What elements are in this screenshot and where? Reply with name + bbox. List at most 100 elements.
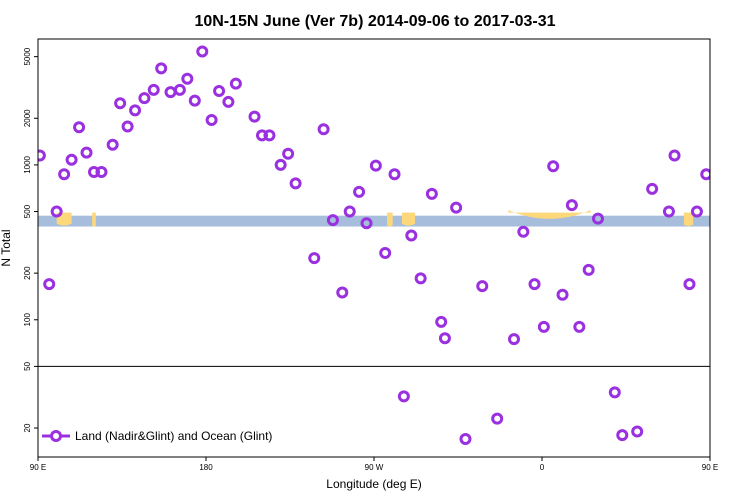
data-point [683, 278, 696, 291]
data-point [405, 229, 418, 242]
data-point [222, 95, 235, 108]
data-point [65, 153, 78, 166]
data-points [38, 45, 710, 445]
data-point [343, 205, 356, 218]
data-point [114, 97, 127, 110]
x-tick-label: 90 E [30, 463, 46, 472]
x-tick-label: 90 W [365, 463, 384, 472]
data-point [181, 72, 194, 85]
data-point [353, 185, 366, 198]
data-point [129, 104, 142, 117]
data-point [414, 272, 427, 285]
data-point [435, 315, 448, 328]
x-tick-label: 180 [199, 463, 213, 472]
data-point [425, 187, 438, 200]
y-tick-label: 20 [23, 423, 32, 432]
y-tick-label: 1000 [23, 155, 32, 173]
chart-title: 10N-15N June (Ver 7b) 2014-09-06 to 2017… [194, 13, 555, 30]
data-point [517, 225, 530, 238]
data-point [282, 147, 295, 160]
data-point [491, 412, 504, 425]
legend: Land (Nadir&Glint) and Ocean (Glint) [42, 429, 272, 443]
data-point [73, 121, 86, 134]
data-point [537, 320, 550, 333]
y-tick-label: 500 [23, 204, 32, 218]
data-point [668, 149, 681, 162]
y-axis: 20 50 100 200 500 1000 2000 5000 [23, 47, 38, 432]
data-point [700, 168, 710, 181]
data-point [43, 278, 56, 291]
data-point [80, 146, 93, 159]
data-point [616, 429, 629, 442]
data-point [58, 168, 71, 181]
land-patch [683, 212, 694, 227]
data-point [388, 168, 401, 181]
land-patch [92, 212, 96, 227]
y-tick-label: 2000 [23, 109, 32, 127]
data-point [121, 120, 134, 133]
data-point [147, 83, 160, 96]
data-point [476, 280, 489, 293]
data-point [95, 165, 108, 178]
data-point [608, 386, 621, 399]
land-patch [731, 213, 750, 225]
data-point [155, 62, 168, 75]
data-point [248, 110, 261, 123]
data-point [528, 278, 541, 291]
x-tick-label: 90 E [702, 463, 718, 472]
data-point [336, 286, 349, 299]
y-tick-label: 5000 [23, 47, 32, 65]
y-tick-label: 50 [23, 361, 32, 370]
land-patch [508, 210, 591, 219]
y-tick-label: 200 [23, 266, 32, 280]
data-point [369, 159, 382, 172]
data-point [229, 77, 242, 90]
data-point [450, 201, 463, 214]
x-axis: 90 E 180 90 W 0 90 E [30, 457, 718, 472]
data-point [289, 177, 302, 190]
data-point [508, 333, 520, 346]
data-point [173, 83, 186, 96]
data-point [138, 92, 151, 105]
data-point [326, 214, 339, 227]
data-point [256, 129, 268, 142]
data-point [631, 425, 644, 438]
data-point [88, 165, 100, 178]
land-patch [402, 212, 416, 226]
data-point [573, 320, 586, 333]
data-point [164, 86, 177, 99]
data-point [438, 332, 451, 345]
legend-label: Land (Nadir&Glint) and Ocean (Glint) [75, 429, 272, 443]
data-point [263, 129, 276, 142]
data-point [205, 113, 218, 126]
data-point [196, 45, 209, 58]
data-point [582, 263, 595, 276]
data-point [213, 85, 226, 98]
data-point [646, 182, 659, 195]
legend-marker-icon [50, 430, 62, 442]
data-point [317, 123, 330, 136]
x-tick-label: 0 [540, 463, 545, 472]
data-point [556, 288, 569, 301]
data-point [308, 252, 321, 265]
data-point [547, 160, 560, 173]
data-point [106, 138, 119, 151]
data-point [592, 212, 604, 225]
ocean-band [38, 215, 710, 227]
data-point [360, 217, 373, 230]
data-point [459, 432, 472, 445]
data-point [690, 205, 703, 218]
data-point [397, 390, 410, 403]
data-point [662, 205, 675, 218]
data-point [50, 205, 63, 218]
data-point [274, 158, 287, 171]
data-point [38, 149, 46, 162]
y-tick-label: 100 [23, 313, 32, 327]
x-axis-label: Longitude (deg E) [326, 477, 421, 491]
data-point [188, 94, 201, 107]
land-patch-layer [38, 210, 750, 227]
y-axis-label: N Total [0, 229, 13, 266]
data-point [565, 199, 578, 212]
land-patch [387, 212, 393, 227]
